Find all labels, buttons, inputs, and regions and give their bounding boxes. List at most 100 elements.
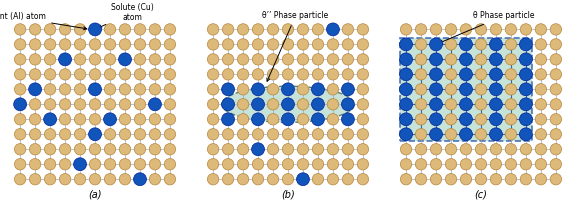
Circle shape	[59, 53, 71, 66]
Circle shape	[89, 54, 101, 65]
Circle shape	[252, 39, 264, 50]
Circle shape	[89, 83, 101, 96]
Circle shape	[400, 68, 412, 81]
Bar	[400, 38, 532, 140]
Circle shape	[59, 159, 71, 170]
Circle shape	[445, 39, 457, 50]
Circle shape	[134, 39, 146, 50]
Circle shape	[550, 84, 562, 95]
Circle shape	[430, 159, 442, 170]
Circle shape	[490, 24, 502, 35]
Circle shape	[267, 54, 279, 65]
Circle shape	[312, 144, 324, 155]
Circle shape	[29, 159, 41, 170]
Circle shape	[460, 128, 472, 141]
Circle shape	[490, 53, 502, 66]
Circle shape	[164, 144, 176, 155]
Circle shape	[312, 69, 324, 80]
Circle shape	[222, 24, 234, 35]
Circle shape	[89, 69, 101, 80]
Circle shape	[357, 173, 369, 185]
Circle shape	[29, 129, 41, 140]
Circle shape	[460, 113, 472, 126]
Circle shape	[74, 129, 86, 140]
Circle shape	[44, 159, 56, 170]
Circle shape	[357, 159, 369, 170]
Circle shape	[164, 54, 176, 65]
Circle shape	[119, 159, 131, 170]
Circle shape	[44, 173, 56, 185]
Circle shape	[505, 159, 517, 170]
Circle shape	[550, 39, 562, 50]
Circle shape	[44, 39, 56, 50]
Circle shape	[222, 83, 234, 96]
Circle shape	[134, 84, 146, 95]
Circle shape	[237, 159, 249, 170]
Circle shape	[312, 173, 324, 185]
Circle shape	[59, 39, 71, 50]
Circle shape	[267, 69, 279, 80]
Circle shape	[490, 98, 502, 111]
Circle shape	[89, 114, 101, 125]
Circle shape	[312, 159, 324, 170]
Circle shape	[400, 159, 412, 170]
Circle shape	[520, 173, 532, 185]
Circle shape	[207, 173, 219, 185]
Circle shape	[74, 69, 86, 80]
Circle shape	[207, 54, 219, 65]
Circle shape	[550, 144, 562, 155]
Circle shape	[207, 99, 219, 110]
Circle shape	[327, 173, 339, 185]
Circle shape	[59, 69, 71, 80]
Circle shape	[430, 173, 442, 185]
Circle shape	[104, 84, 116, 95]
Circle shape	[520, 144, 532, 155]
Circle shape	[342, 69, 354, 80]
Circle shape	[44, 69, 56, 80]
Circle shape	[267, 159, 279, 170]
Circle shape	[222, 129, 234, 140]
Circle shape	[312, 98, 324, 111]
Circle shape	[44, 113, 56, 126]
Circle shape	[342, 113, 354, 126]
Circle shape	[430, 98, 442, 111]
Circle shape	[550, 173, 562, 185]
Circle shape	[327, 39, 339, 50]
Circle shape	[520, 53, 532, 66]
Circle shape	[475, 129, 487, 140]
Circle shape	[400, 98, 412, 111]
Circle shape	[89, 99, 101, 110]
Circle shape	[237, 129, 249, 140]
Circle shape	[490, 173, 502, 185]
Circle shape	[29, 144, 41, 155]
Circle shape	[44, 84, 56, 95]
Circle shape	[505, 99, 517, 110]
Circle shape	[357, 84, 369, 95]
Circle shape	[222, 98, 234, 111]
Circle shape	[445, 99, 457, 110]
Circle shape	[342, 24, 354, 35]
Circle shape	[460, 24, 472, 35]
Circle shape	[89, 173, 101, 185]
Ellipse shape	[222, 86, 354, 122]
Circle shape	[237, 84, 249, 95]
Circle shape	[134, 159, 146, 170]
Circle shape	[119, 84, 131, 95]
Circle shape	[29, 69, 41, 80]
Circle shape	[44, 24, 56, 35]
Circle shape	[14, 54, 26, 65]
Circle shape	[267, 39, 279, 50]
Circle shape	[104, 144, 116, 155]
Circle shape	[520, 113, 532, 126]
Circle shape	[282, 39, 294, 50]
Circle shape	[164, 84, 176, 95]
Circle shape	[490, 38, 502, 51]
Circle shape	[164, 159, 176, 170]
Circle shape	[312, 24, 324, 35]
Circle shape	[252, 83, 264, 96]
Circle shape	[89, 144, 101, 155]
Circle shape	[252, 69, 264, 80]
Circle shape	[207, 114, 219, 125]
Circle shape	[252, 159, 264, 170]
Circle shape	[475, 24, 487, 35]
